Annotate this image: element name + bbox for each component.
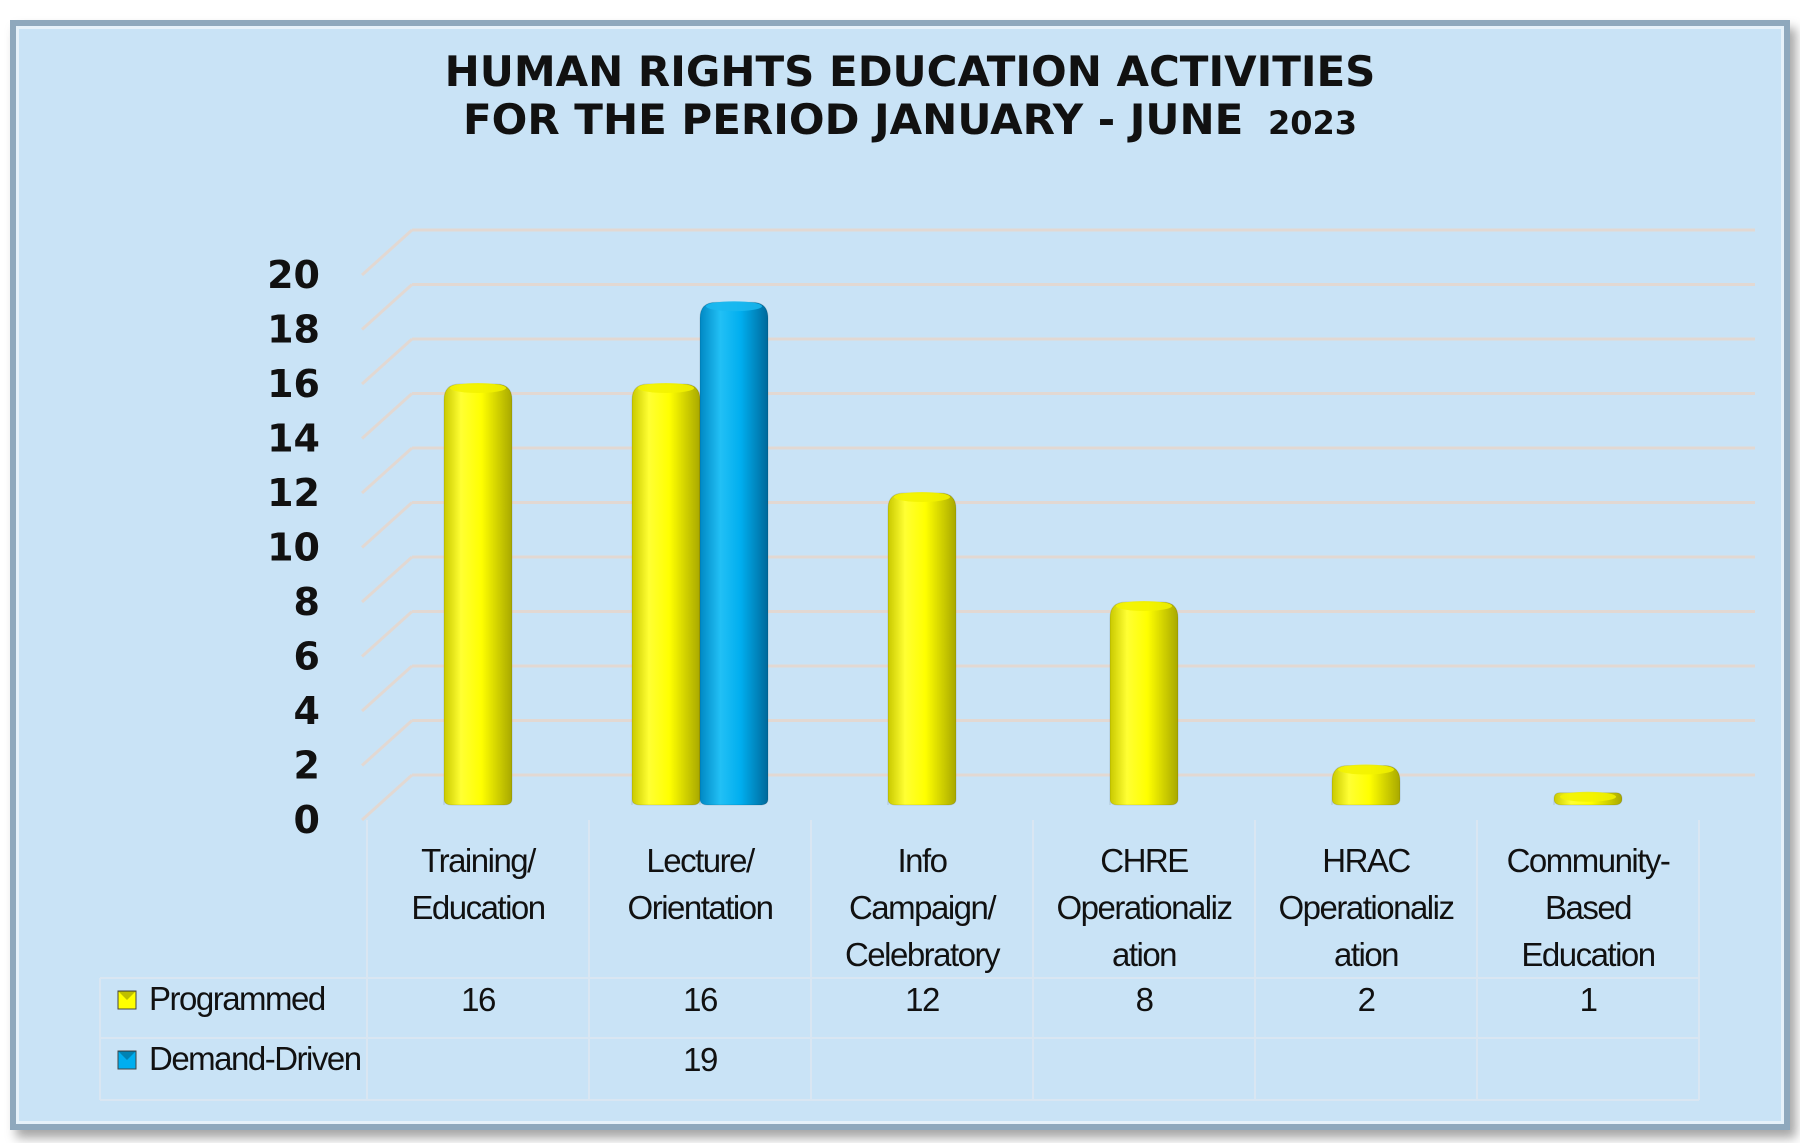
y-tick-label: 18 (267, 308, 320, 352)
gridline-diagonal (360, 719, 414, 767)
category-label: Campaign/ (849, 889, 997, 926)
data-label: 12 (905, 981, 939, 1018)
category-label: Training/ (421, 842, 537, 879)
chart-title-year: 2023 (1268, 104, 1357, 142)
legend-key-demand-driven (117, 1050, 137, 1070)
bar-programmed-2 (887, 492, 957, 806)
chart-title-line2: FOR THE PERIOD JANUARY - JUNE 2023 (463, 95, 1357, 144)
category-label: Education (1521, 936, 1654, 973)
bar-programmed-0 (443, 383, 513, 806)
gridline-diagonal (360, 392, 414, 440)
legend-key-programmed (117, 990, 137, 1010)
bar-programmed-4 (1331, 765, 1401, 806)
y-tick-label: 4 (294, 689, 320, 733)
y-tick-label: 14 (267, 417, 320, 461)
bar-demand-driven-1 (699, 301, 769, 806)
legend-key-shade (118, 991, 136, 1000)
gridline-diagonal (360, 337, 414, 386)
bar-cap (706, 301, 762, 312)
bar-programmed-3 (1109, 601, 1179, 806)
category-label: Education (411, 889, 544, 926)
bars (443, 301, 1623, 806)
bar-cap (638, 383, 694, 393)
bar-cap (894, 492, 950, 502)
y-tick-label: 6 (294, 635, 320, 679)
bar-cap (1560, 791, 1616, 802)
data-label: 16 (461, 981, 495, 1018)
data-label: 8 (1136, 981, 1153, 1018)
chart-title-line1: HUMAN RIGHTS EDUCATION ACTIVITIES (445, 47, 1376, 96)
category-label: Info (897, 842, 946, 879)
legend-label: Programmed (149, 980, 325, 1017)
y-axis-ticks: 0 2 4 6 8 10 12 14 16 18 20 (267, 253, 320, 842)
bar-cap (1116, 601, 1172, 611)
bar-programmed-1 (631, 383, 701, 806)
data-label: 16 (683, 981, 717, 1018)
category-label: Orientation (628, 889, 773, 926)
legend-key-shade (118, 1051, 136, 1060)
y-tick-label: 10 (267, 526, 320, 570)
data-label: 1 (1580, 981, 1597, 1018)
legend-label: Demand-Driven (149, 1040, 361, 1077)
category-label: Operationaliz (1057, 889, 1232, 926)
gridline-diagonal (360, 283, 414, 331)
gridline-diagonal (360, 610, 414, 658)
category-label: Lecture/ (646, 842, 756, 879)
data-label: 2 (1358, 981, 1375, 1018)
gridline-diagonal (360, 501, 414, 549)
category-label: CHRE (1100, 842, 1188, 879)
gridline-diagonal (360, 228, 414, 277)
bar-cap (450, 383, 506, 393)
bar-cap (1338, 764, 1394, 775)
category-label: ation (1112, 936, 1176, 973)
category-label: Based (1545, 889, 1631, 926)
category-label: Community- (1507, 842, 1670, 879)
gridline-diagonal (360, 555, 414, 604)
y-tick-label: 0 (294, 798, 320, 842)
category-label: ation (1334, 936, 1398, 973)
data-label: 19 (683, 1041, 717, 1078)
chart-title-period: FOR THE PERIOD JANUARY - JUNE (463, 95, 1243, 144)
y-tick-label: 16 (267, 362, 320, 406)
gridline-diagonal (360, 773, 414, 822)
data-table: Training/Education Lecture/Orientation Inf… (99, 820, 1700, 1101)
gridline-diagonal (360, 446, 414, 495)
gridlines (360, 228, 1755, 822)
y-tick-label: 12 (267, 471, 320, 515)
category-label: Celebratory (845, 936, 1001, 973)
y-tick-label: 20 (267, 253, 320, 297)
category-label: Operationaliz (1279, 889, 1454, 926)
gridline-diagonal (360, 664, 414, 713)
y-tick-label: 2 (294, 744, 320, 788)
category-label: HRAC (1322, 842, 1410, 879)
y-tick-label: 8 (294, 580, 320, 624)
